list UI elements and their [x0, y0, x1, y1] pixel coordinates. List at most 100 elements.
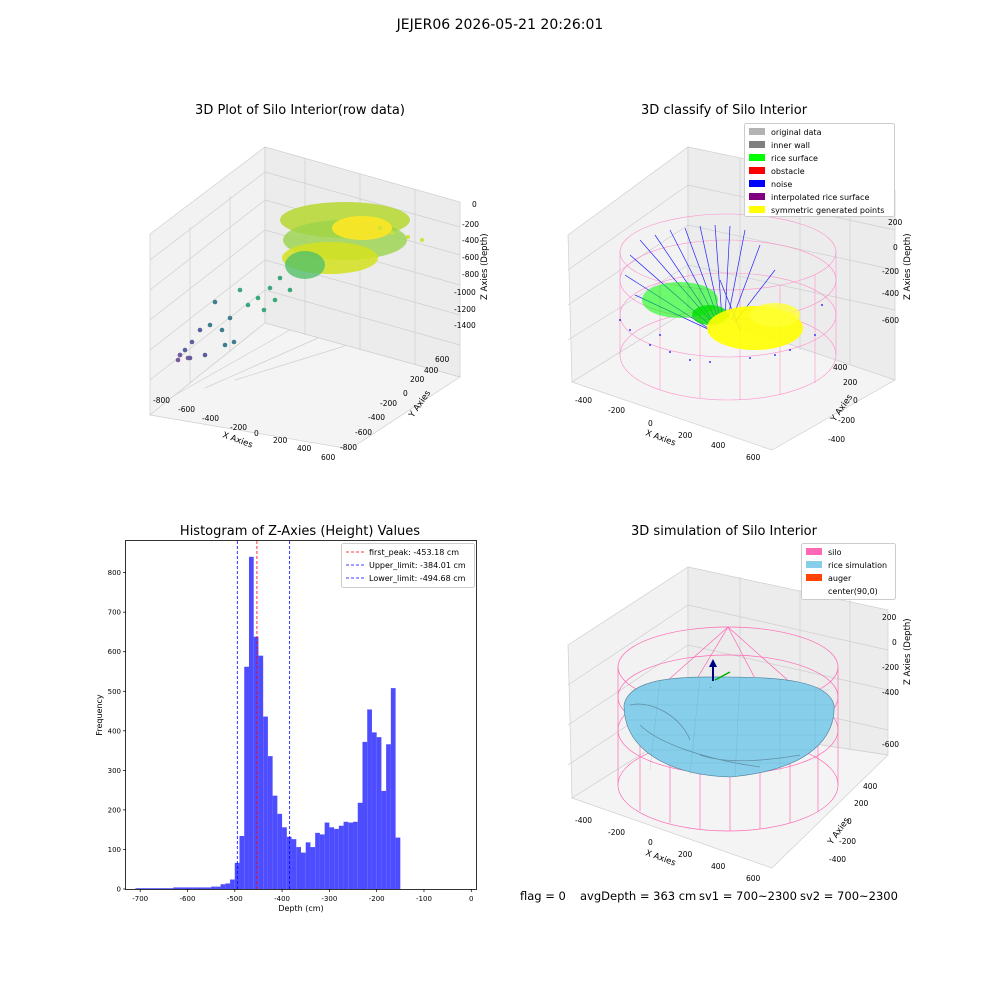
histogram-bar: [267, 756, 273, 889]
svg-text:Z Axies (Depth): Z Axies (Depth): [903, 618, 913, 685]
histogram-bar: [248, 556, 254, 889]
svg-text:-200: -200: [608, 406, 625, 415]
svg-text:-400: -400: [368, 413, 385, 422]
simulation-legend: silo rice simulation auger center(90,0): [801, 543, 896, 600]
histogram-bar: [376, 737, 382, 889]
svg-text:-1200: -1200: [454, 305, 476, 314]
histogram-bar: [286, 836, 292, 889]
histogram-bar: [239, 836, 245, 889]
svg-text:600: 600: [746, 453, 761, 462]
svg-text:-400: -400: [575, 396, 592, 405]
svg-text:-400: -400: [882, 289, 899, 298]
svg-text:-200: -200: [230, 423, 247, 432]
svg-text:200: 200: [882, 613, 897, 622]
classify-legend: original data inner wall rice surface obsta…: [744, 123, 895, 217]
histogram-bar: [154, 888, 160, 889]
classify-legend-label: symmetric generated points: [771, 206, 884, 215]
svg-text:Z Axies (Depth): Z Axies (Depth): [903, 233, 913, 300]
histogram-bar: [315, 832, 320, 889]
raw-scatter-points: [175, 202, 424, 363]
avg-depth-status: avgDepth = 363 cm: [580, 889, 697, 903]
histogram-bar: [296, 847, 301, 889]
histogram-y-tick-label: 400: [108, 727, 121, 735]
svg-text:0: 0: [893, 243, 898, 252]
simulation-legend-label: auger: [828, 574, 852, 583]
histogram-bar: [215, 886, 221, 889]
histogram-bar: [348, 822, 354, 889]
svg-text:-600: -600: [462, 253, 479, 262]
svg-text:200: 200: [854, 799, 869, 808]
histogram-chart: -700 -600 -500 -400 -300 -200 -100 0 0 100 200 300…: [95, 540, 477, 913]
histogram-bar: [343, 821, 349, 889]
svg-text:-600: -600: [882, 740, 899, 749]
svg-text:0: 0: [648, 419, 653, 428]
svg-text:200: 200: [678, 850, 693, 859]
flag-status: flag = 0: [520, 889, 566, 903]
svg-text:0: 0: [847, 817, 852, 826]
svg-text:-800: -800: [462, 270, 479, 279]
svg-text:-200: -200: [839, 837, 856, 846]
classify-legend-label: noise: [771, 180, 792, 189]
histogram-bar: [168, 888, 174, 889]
histogram-y-tick-label: 800: [108, 569, 121, 577]
svg-text:200: 200: [888, 218, 903, 227]
histogram-x-tick-label: -600: [180, 895, 196, 903]
histogram-bar: [277, 813, 283, 889]
histogram-bar: [301, 852, 306, 889]
histogram-bar: [310, 847, 316, 889]
histogram-bar: [324, 822, 330, 889]
svg-text:600: 600: [435, 355, 450, 364]
histogram-x-label: Depth (cm): [278, 904, 323, 913]
svg-text:-200: -200: [380, 399, 397, 408]
histogram-x-tick-label: -700: [132, 895, 148, 903]
histogram-bar: [187, 887, 193, 889]
histogram-x-tick-label: -500: [227, 895, 243, 903]
simulation-legend-swatch: [806, 574, 822, 581]
svg-text:400: 400: [297, 444, 312, 453]
svg-text:0: 0: [254, 429, 259, 438]
histogram-bar: [173, 887, 179, 889]
histogram-bar: [201, 887, 207, 889]
svg-text:X Axies: X Axies: [644, 428, 677, 448]
svg-text:-600: -600: [178, 405, 195, 414]
svg-text:-400: -400: [575, 816, 592, 825]
svg-text:400: 400: [711, 441, 726, 450]
svg-text:200: 200: [678, 431, 693, 440]
svg-text:0: 0: [892, 638, 897, 647]
raw-3d-plot: -800 -600 -400 -200 0 200 400 600 -800 -…: [149, 146, 490, 460]
histogram-bar: [230, 879, 235, 889]
histogram-bar: [149, 888, 155, 889]
svg-text:400: 400: [863, 782, 878, 791]
svg-text:-400: -400: [829, 855, 846, 864]
histogram-x-tick-label: -100: [416, 895, 432, 903]
sv2-status: sv2 = 700~2300: [800, 889, 898, 903]
classify-legend-swatch: [749, 180, 765, 187]
svg-text:400: 400: [711, 862, 726, 871]
simulation-legend-swatch: [806, 561, 822, 568]
histogram-bar: [159, 888, 164, 889]
histogram-bar: [263, 716, 268, 889]
histogram-bar: [178, 887, 183, 889]
simulation-plot-title: 3D simulation of Silo Interior: [631, 524, 817, 539]
svg-text:400: 400: [833, 363, 848, 372]
histogram-bar: [258, 655, 264, 889]
svg-text:-600: -600: [355, 428, 372, 437]
svg-text:-1000: -1000: [454, 288, 476, 297]
classify-legend-swatch: [749, 154, 765, 161]
svg-text:-200: -200: [882, 267, 899, 276]
classify-legend-label: obstacle: [771, 167, 805, 176]
auger-marker: ·: [709, 659, 731, 691]
histogram-legend-label: Upper_limit: -384.01 cm: [369, 561, 466, 570]
svg-text:200: 200: [410, 375, 425, 384]
svg-text:-400: -400: [462, 236, 479, 245]
svg-text:-200: -200: [838, 416, 855, 425]
histogram-y-tick-label: 700: [108, 609, 121, 617]
histogram-y-tick-label: 100: [108, 846, 121, 854]
histogram-bar: [140, 888, 145, 889]
histogram-y-tick-label: 600: [108, 648, 121, 656]
raw-plot-title: 3D Plot of Silo Interior(row data): [195, 103, 405, 118]
histogram-bar: [196, 887, 202, 889]
histogram-x-tick-label: -400: [274, 895, 290, 903]
histogram-y-tick-label: 200: [108, 806, 121, 814]
classify-legend-label: interpolated rice surface: [771, 193, 869, 202]
